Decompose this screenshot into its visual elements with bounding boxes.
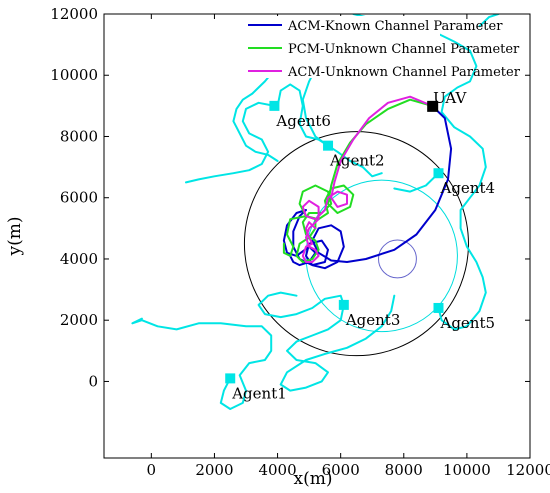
y-tick-label: 2000: [60, 311, 98, 329]
y-tick-label: 10000: [50, 66, 98, 84]
legend-label-3: ACM-Unknown Channel Parameter: [287, 65, 521, 80]
agent-trajectory-5: [279, 294, 396, 392]
uav-trajectories: [282, 95, 453, 270]
agent-label-4: Agent4: [439, 179, 495, 197]
agent-marker-2: [323, 140, 334, 151]
y-tick-label: 8000: [60, 127, 98, 145]
x-tick-label: 2000: [195, 461, 233, 479]
legend-label-1: ACM-Known Channel Parameter: [287, 19, 503, 34]
y-tick-label: 4000: [60, 250, 98, 268]
agent-marker-5: [433, 302, 444, 313]
agent-trajectory-8: [393, 172, 440, 193]
x-tick-label: 6000: [322, 461, 360, 479]
agent-marker-4: [433, 168, 444, 179]
coverage-circle-1: [243, 131, 469, 357]
agent-label-6: Agent6: [275, 112, 331, 130]
agent-markers: [225, 100, 444, 384]
x-axis-label: x(m): [294, 469, 333, 489]
agent-label-1: Agent1: [231, 384, 287, 402]
agent-trajectory-1: [131, 317, 273, 410]
x-tick-label: 0: [147, 461, 157, 479]
plot-frame: [103, 13, 531, 459]
agent-trajectory-6: [257, 291, 345, 319]
x-tick-label: 4000: [258, 461, 296, 479]
agent-trajectory-9: [478, 14, 500, 28]
y-axis-label: y(m): [5, 217, 25, 257]
y-tick-label: 0: [88, 372, 98, 390]
series-line-3: [301, 95, 434, 263]
legend: ACM-Known Channel Parameter PCM-Unknown C…: [242, 16, 521, 80]
x-tick-label: 12000: [506, 461, 550, 479]
x-tick-label: 10000: [443, 461, 491, 479]
agent-label-2: Agent2: [329, 152, 385, 170]
x-tick-label: 8000: [385, 461, 423, 479]
agent-labels: Agent1 Agent2 Agent3 Agent4 Agent5 Agent6 UAV: [231, 89, 495, 403]
uav-marker: [427, 100, 439, 112]
uav-label: UAV: [433, 89, 467, 107]
agent-trajectory-2: [276, 83, 383, 178]
y-tick-label: 12000: [50, 5, 98, 23]
agent-marker-1: [225, 373, 236, 384]
agent-marker-6: [269, 100, 280, 111]
x-axis-ticks: 0 2000 4000 6000 8000 10000 12000: [147, 14, 550, 479]
y-tick-label: 6000: [60, 189, 98, 207]
agent-marker-3: [338, 299, 349, 310]
agent-label-3: Agent3: [345, 311, 401, 329]
agent-trajectory-3: [185, 101, 276, 184]
legend-label-2: PCM-Unknown Channel Parameter: [288, 42, 520, 57]
agent-label-5: Agent5: [439, 314, 495, 332]
y-axis-ticks: 0 2000 4000 6000 8000 10000 12000: [50, 5, 530, 390]
coverage-circle-3: [378, 239, 417, 279]
